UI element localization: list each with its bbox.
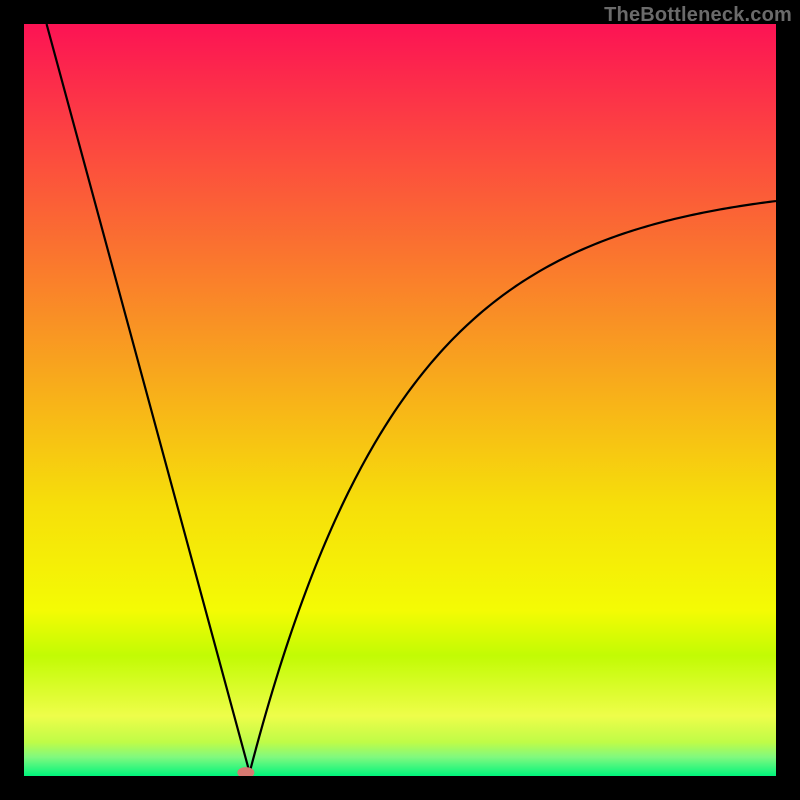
chart-stage: TheBottleneck.com <box>0 0 800 800</box>
plot-svg <box>24 24 776 776</box>
min-marker <box>238 768 254 776</box>
gradient-background <box>24 24 776 776</box>
plot-area <box>24 24 776 776</box>
watermark-text: TheBottleneck.com <box>604 4 792 27</box>
